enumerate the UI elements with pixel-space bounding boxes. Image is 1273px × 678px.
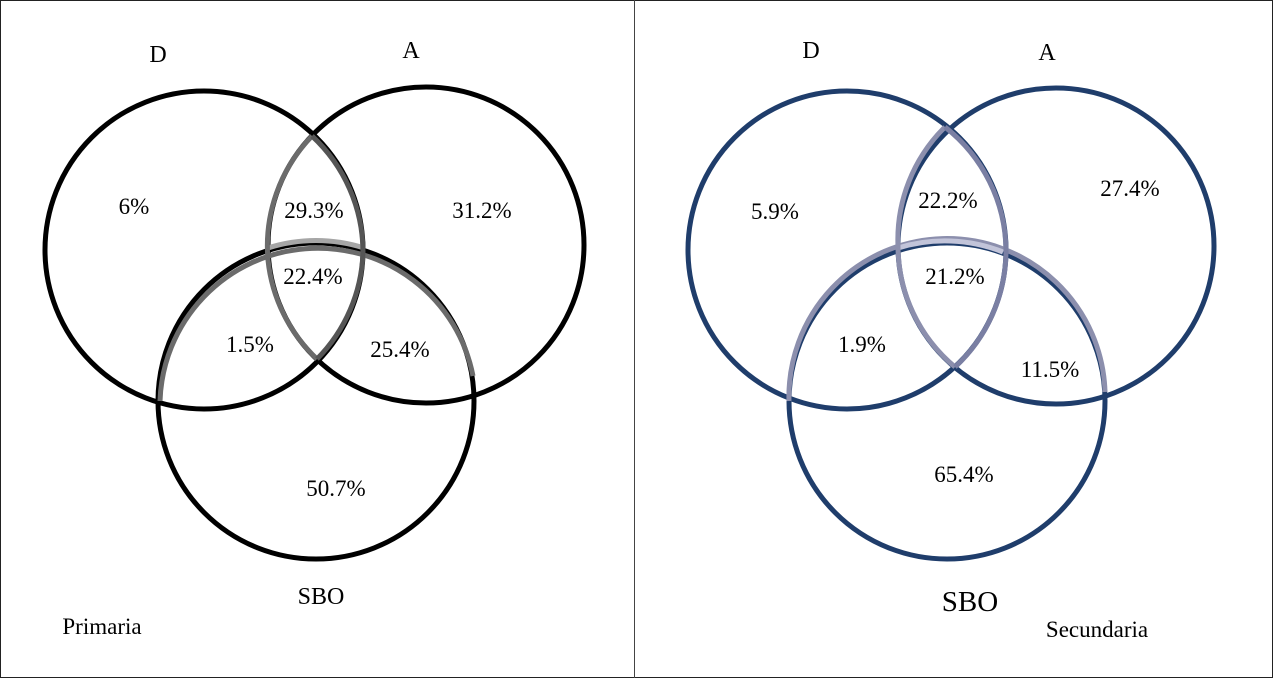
region-d-sbo-primaria: 1.5% — [226, 332, 274, 357]
set-label-a-primaria: A — [402, 38, 420, 64]
arc-sbo-upper-primaria — [157, 245, 476, 402]
region-d-a-sbo-primaria: 22.4% — [283, 264, 342, 289]
arc-a-inside-d-primaria — [264, 134, 319, 361]
region-a-only-primaria: 31.2% — [452, 198, 511, 223]
circle-sbo-secundaria — [786, 240, 1108, 562]
region-a-sbo-primaria: 25.4% — [370, 337, 429, 362]
region-sbo-only-primaria: 50.7% — [306, 476, 365, 501]
arc-sbo-top-light-secundaria — [897, 238, 1004, 255]
set-label-d-secundaria: D — [802, 38, 819, 64]
region-d-a-primaria: 29.3% — [284, 198, 343, 223]
venn-secundaria: D A SBO 5.9% 22.2% 27.4% 21.2% 1.9% 11.5… — [685, 38, 1217, 642]
region-a-only-secundaria: 27.4% — [1100, 176, 1159, 201]
arc-d-inside-a-primaria — [310, 134, 366, 361]
caption-secundaria: Secundaria — [1046, 617, 1148, 642]
region-d-only-primaria: 6% — [119, 194, 150, 219]
region-d-a-secundaria: 22.2% — [918, 188, 977, 213]
caption-primaria: Primaria — [62, 614, 141, 639]
venn-primaria: D A SBO 6% 29.3% 31.2% 22.4% 1.5% 25.4% … — [42, 38, 587, 639]
arc-a-inside-d-secundaria — [895, 125, 957, 369]
panel-divider — [634, 0, 635, 678]
region-d-a-sbo-secundaria: 21.2% — [925, 264, 984, 289]
region-a-sbo-secundaria: 11.5% — [1021, 357, 1080, 382]
circle-sbo-primaria — [155, 240, 477, 562]
region-sbo-only-secundaria: 65.4% — [934, 462, 993, 487]
region-d-only-secundaria: 5.9% — [751, 199, 799, 224]
arc-sbo-top-light-primaria — [267, 238, 365, 251]
region-d-sbo-secundaria: 1.9% — [838, 332, 886, 357]
set-label-sbo-secundaria: SBO — [942, 586, 998, 618]
set-label-d-primaria: D — [149, 42, 166, 68]
set-label-a-secundaria: A — [1038, 40, 1056, 66]
arc-d-inside-a-secundaria — [943, 125, 1009, 369]
set-label-sbo-primaria: SBO — [298, 584, 345, 610]
